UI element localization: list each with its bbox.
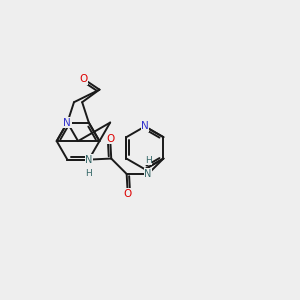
Text: N: N (144, 169, 152, 179)
Text: O: O (80, 74, 88, 84)
Text: N: N (141, 122, 149, 131)
Text: N: N (85, 154, 92, 165)
Text: O: O (106, 134, 114, 144)
Text: H: H (145, 155, 152, 164)
Text: N: N (64, 118, 71, 128)
Text: O: O (124, 189, 132, 199)
Text: H: H (85, 169, 92, 178)
